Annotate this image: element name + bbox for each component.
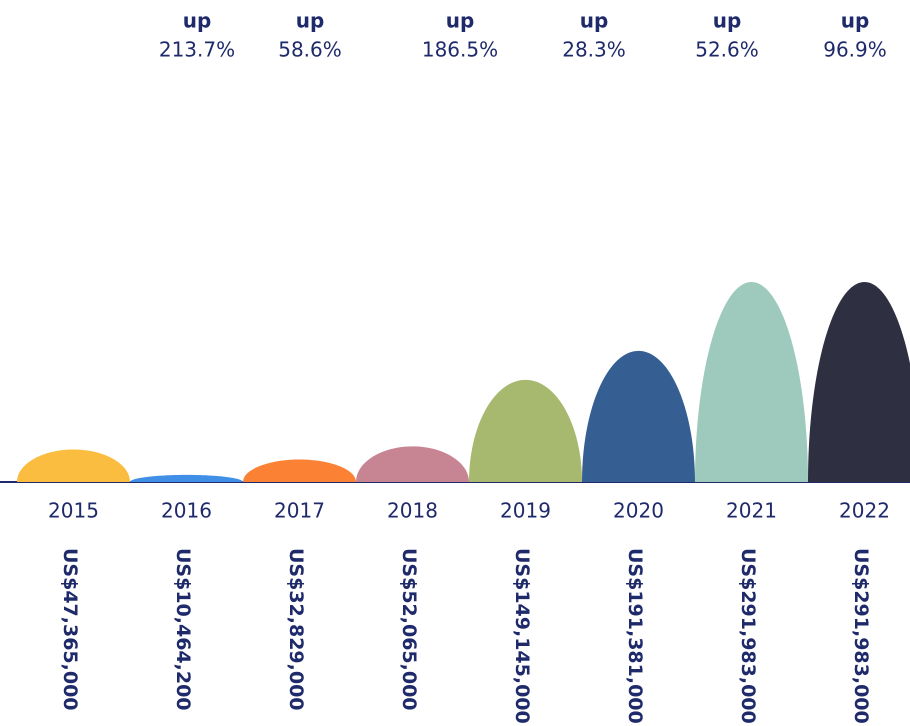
hump xyxy=(469,379,582,482)
hump xyxy=(582,350,695,482)
change-direction: up xyxy=(446,9,475,33)
change-label: 96.9% xyxy=(823,38,887,62)
year-label: 2022 xyxy=(839,499,890,523)
value-label: US$10,464,200 xyxy=(172,548,194,711)
year-label: 2019 xyxy=(500,499,551,523)
hump xyxy=(243,459,356,482)
value-label: US$291,983,000 xyxy=(850,548,872,724)
value-label: US$291,983,000 xyxy=(737,548,759,724)
year-label: 2015 xyxy=(48,499,99,523)
hump xyxy=(130,474,243,482)
change-direction: up xyxy=(580,9,609,33)
year-label: 2020 xyxy=(613,499,664,523)
hump xyxy=(695,282,808,482)
change-direction: up xyxy=(841,9,870,33)
change-direction: up xyxy=(183,9,212,33)
value-label: US$149,145,000 xyxy=(511,548,533,724)
year-label: 2018 xyxy=(387,499,438,523)
value-label: US$32,829,000 xyxy=(285,548,307,711)
hump xyxy=(17,449,130,482)
value-label: US$52,065,000 xyxy=(398,548,420,711)
change-direction: up xyxy=(713,9,742,33)
change-label: 186.5% xyxy=(422,38,498,62)
change-label: 52.6% xyxy=(695,38,759,62)
value-label: US$191,381,000 xyxy=(624,548,646,724)
year-label: 2017 xyxy=(274,499,325,523)
hump xyxy=(808,282,910,482)
change-label: 58.6% xyxy=(278,38,342,62)
hump xyxy=(356,446,469,482)
year-label: 2016 xyxy=(161,499,212,523)
year-label: 2021 xyxy=(726,499,777,523)
change-direction: up xyxy=(296,9,325,33)
value-label: US$47,365,000 xyxy=(59,548,81,711)
change-label: 213.7% xyxy=(159,38,235,62)
change-label: 28.3% xyxy=(562,38,626,62)
